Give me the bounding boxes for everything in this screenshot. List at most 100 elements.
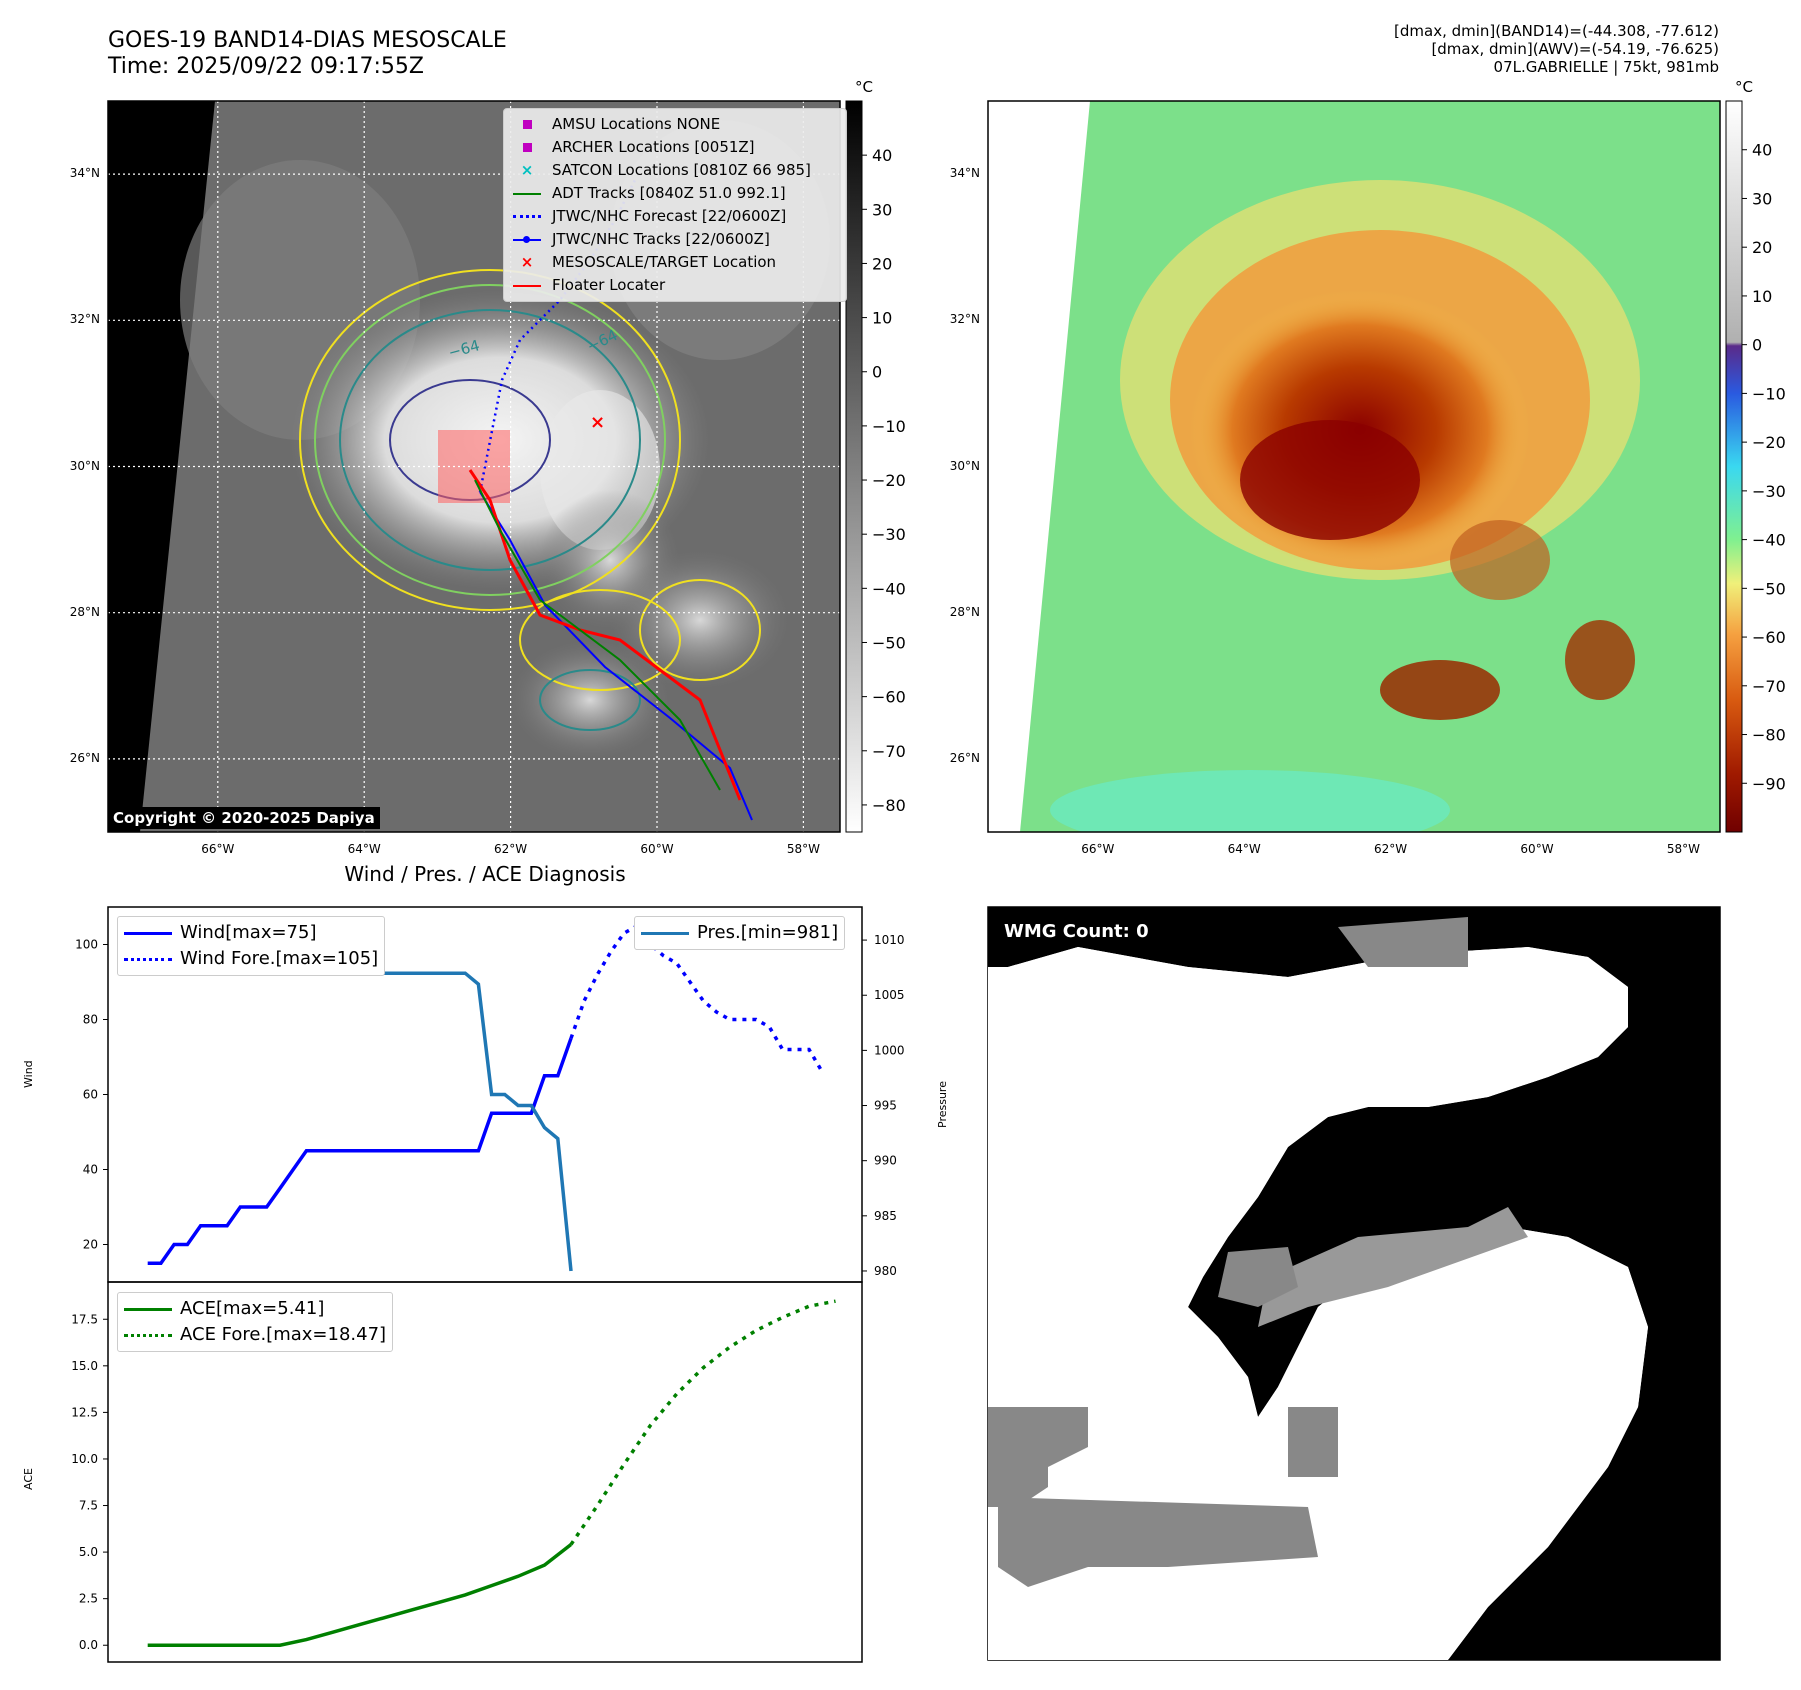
awv-lat-label: 28°N (949, 604, 980, 619)
forecast-track (478, 179, 637, 493)
chart-legend-item: Wind Fore.[max=105] (124, 946, 378, 972)
wmg-mask (988, 907, 1720, 1660)
ir-colorbar-label: −30 (872, 525, 906, 544)
ytick-right-label: 1000 (874, 1043, 905, 1057)
awv-colorbar-label: 20 (1752, 238, 1772, 257)
series-line (147, 1037, 573, 1266)
ir-legend-swatch (510, 274, 544, 297)
ir-lat-label: 28°N (69, 604, 100, 619)
ir-legend-label: MESOSCALE/TARGET Location (552, 253, 777, 271)
ytick-right-label: 985 (874, 1209, 897, 1223)
awv-colorbar-label: −60 (1752, 628, 1786, 647)
ir-colorbar-label: 30 (872, 200, 892, 219)
awv-colorbar-ticks: 40 30 20 10 0 −10 −20 −30 −40 −50 −60 −70 −80 −90 (1742, 141, 1786, 793)
chart-legend-swatch (124, 1333, 172, 1337)
chart-legend-item: ACE Fore.[max=18.47] (124, 1322, 386, 1348)
ir-colorbar-label: −70 (872, 742, 906, 761)
awv-imagery (988, 101, 1720, 832)
ir-legend-item: ADT Tracks [0840Z 51.0 992.1] (510, 182, 840, 205)
ir-legend: AMSU Locations NONE ARCHER Locations [005… (503, 108, 847, 302)
ir-legend-item: × SATCON Locations [0810Z 66 985] (510, 159, 840, 182)
wind-legend: Wind[max=75] Wind Fore.[max=105] (117, 916, 386, 976)
awv-colorbar-label: 40 (1752, 141, 1772, 160)
ir-legend-label: AMSU Locations NONE (552, 115, 721, 133)
pressure-legend: Pres.[min=981] (634, 916, 846, 950)
ace-svg-frame (107, 1281, 863, 1663)
info-line-1: [dmax, dmin](BAND14)=(-44.308, -77.612) (1394, 22, 1719, 40)
ytick-label: 20 (83, 1238, 98, 1252)
awv-colorbar-unit: °C (1735, 78, 1753, 96)
chart-legend-label: ACE Fore.[max=18.47] (180, 1324, 387, 1345)
ytick-label: 12.5 (71, 1405, 98, 1419)
ir-lon-label: 60°W (640, 842, 674, 856)
ir-lat-label: 30°N (69, 458, 100, 473)
ir-legend-label: SATCON Locations [0810Z 66 985] (552, 161, 811, 179)
ir-colorbar-label: 10 (872, 309, 892, 328)
awv-colorbar-label: 0 (1752, 336, 1762, 355)
awv-lat-label: 34°N (949, 166, 980, 181)
awv-lat-label: 30°N (949, 458, 980, 473)
ir-legend-swatch (510, 228, 544, 251)
series-line (569, 1299, 836, 1546)
ir-colorbar-label: 40 (872, 146, 892, 165)
ir-colorbar-label: 20 (872, 254, 892, 273)
ir-legend-item: JTWC/NHC Tracks [22/0600Z] (510, 228, 840, 251)
ytick-label: 15.0 (71, 1359, 98, 1373)
info-line-3: 07L.GABRIELLE | 75kt, 981mb (1493, 58, 1719, 76)
awv-lon-label: 62°W (1374, 842, 1408, 856)
chart-legend-label: Wind[max=75] (180, 922, 317, 943)
ir-lat-label: 26°N (69, 750, 100, 765)
chart-legend-item: Wind[max=75] (124, 920, 378, 946)
info-line-2: [dmax, dmin](AWV)=(-54.19, -76.625) (1431, 40, 1719, 58)
ir-colorbar-label: −80 (872, 796, 906, 815)
plot-title: GOES-19 BAND14-DIAS MESOSCALE Time: 2025… (108, 28, 507, 80)
ir-lon-label: 62°W (494, 842, 528, 856)
ir-legend-label: ADT Tracks [0840Z 51.0 992.1] (552, 184, 786, 202)
awv-lat-label: 32°N (949, 312, 980, 327)
awv-colorbar-label: −70 (1752, 677, 1786, 696)
chart-legend-label: ACE[max=5.41] (180, 1298, 325, 1319)
ir-colorbar-label: −20 (872, 471, 906, 490)
chart-legend-label: Wind Fore.[max=105] (180, 948, 379, 969)
awv-colorbar-label: −10 (1752, 384, 1786, 403)
awv-colorbar-label: −20 (1752, 433, 1786, 452)
ir-colorbar-label: −60 (872, 688, 906, 707)
awv-colorbar-label: −40 (1752, 531, 1786, 550)
chart-legend-swatch (124, 1307, 172, 1311)
ytick-label: 0.0 (79, 1638, 98, 1652)
awv-colorbar-label: −90 (1752, 774, 1786, 793)
ytick-right-label: 990 (874, 1154, 897, 1168)
awv-colorbar-label: 10 (1752, 287, 1772, 306)
awv-colorbar-label: −50 (1752, 579, 1786, 598)
copyright-label: Copyright © 2020-2025 Dapiya (108, 807, 380, 829)
diagnosis-title: Wind / Pres. / ACE Diagnosis (344, 862, 626, 886)
ytick-label: 2.5 (79, 1592, 98, 1606)
awv-lat-label: 26°N (949, 750, 980, 765)
ytick-label: 60 (83, 1088, 98, 1102)
ir-legend-swatch: × (520, 161, 534, 179)
wmg-panel (987, 906, 1721, 1661)
ir-tracks: × (468, 179, 753, 821)
chart-legend-swatch (124, 957, 172, 961)
ir-lon-label: 66°W (201, 842, 235, 856)
ir-lon-label: 58°W (786, 842, 820, 856)
title-line-1: GOES-19 BAND14-DIAS MESOSCALE (108, 28, 507, 53)
ir-legend-label: ARCHER Locations [0051Z] (552, 138, 755, 156)
ace-axis-label: ACE (22, 1468, 35, 1490)
ir-legend-swatch (510, 113, 544, 136)
ir-contours (299, 269, 761, 731)
ir-lat-label: 34°N (69, 166, 100, 181)
ytick-label: 7.5 (79, 1499, 98, 1513)
series-line (147, 1543, 573, 1647)
chart-legend-item: Pres.[min=981] (641, 920, 838, 946)
ytick-right-label: 995 (874, 1099, 897, 1113)
ytick-label: 5.0 (79, 1545, 98, 1559)
awv-colorbar-label: −80 (1752, 726, 1786, 745)
adt-track (474, 479, 721, 791)
mesoscale-target-marker: × (590, 412, 605, 433)
ir-legend-label: JTWC/NHC Forecast [22/0600Z] (552, 207, 787, 225)
awv-colorbar (1725, 100, 1743, 833)
ir-colorbar (845, 100, 863, 833)
ytick-label: 10.0 (71, 1452, 98, 1466)
